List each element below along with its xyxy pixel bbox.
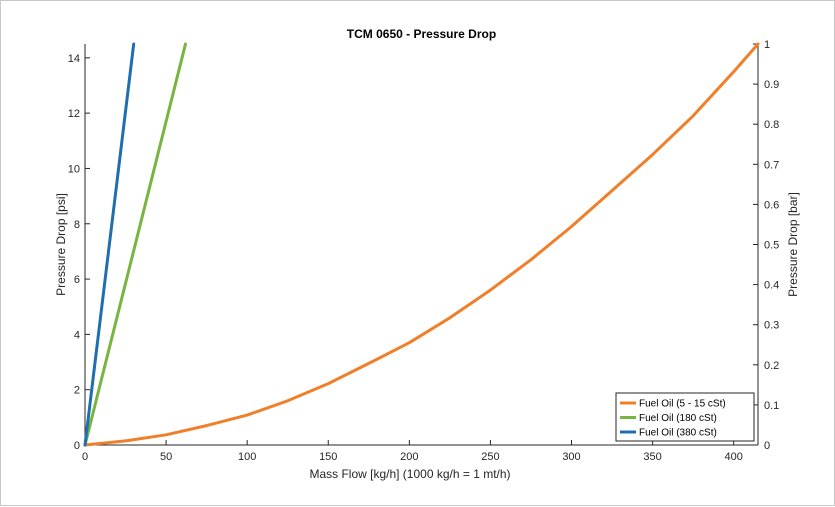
y-tick-label: 10 — [68, 163, 80, 175]
y2-tick-label: 0.9 — [764, 79, 779, 91]
y-tick-label: 6 — [74, 274, 80, 286]
y2-tick-label: 0.8 — [764, 119, 779, 131]
x-tick-label: 350 — [643, 451, 661, 463]
x-tick-label: 100 — [238, 451, 256, 463]
legend-box — [615, 392, 755, 442]
y2-tick-label: 0.5 — [764, 240, 779, 252]
series-line-2 — [83, 42, 187, 447]
y2-axis-label: Pressure Drop [bar] — [786, 192, 800, 297]
x-tick-label: 300 — [562, 451, 580, 463]
x-tick-label: 150 — [319, 451, 337, 463]
chart-title: TCM 0650 - Pressure Drop — [347, 27, 496, 41]
y-tick-label: 4 — [74, 329, 80, 341]
x-tick-label: 200 — [400, 451, 418, 463]
y-axis-label: Pressure Drop [psi] — [54, 193, 68, 296]
y2-tick-label: 0.1 — [764, 400, 779, 412]
legend-entry: Fuel Oil (380 cSt) — [639, 428, 717, 439]
series-line-1 — [83, 42, 760, 447]
legend: Fuel Oil (5 - 15 cSt) Fuel Oil (180 cSt) F… — [615, 392, 755, 442]
series-lines — [83, 42, 760, 447]
y-tick-label: 0 — [74, 440, 80, 452]
y-tick-label: 14 — [68, 53, 80, 65]
y2-tick-label: 0.3 — [764, 320, 779, 332]
x-tick-label: 0 — [82, 451, 88, 463]
y2-tick-label: 0.2 — [764, 360, 779, 372]
y2-tick-label: 0.7 — [764, 159, 779, 171]
y2-tick-label: 0.4 — [764, 280, 779, 292]
axes: 0 50 100 150 200 250 300 350 400 0 2 4 6 8 10 12 14 0 0.1 0… — [68, 39, 780, 463]
legend-entry: Fuel Oil (180 cSt) — [639, 413, 717, 424]
y-tick-label: 2 — [74, 385, 80, 397]
y2-tick-label: 0.6 — [764, 199, 779, 211]
x-tick-label: 250 — [481, 451, 499, 463]
x-axis-label: Mass Flow [kg/h] (1000 kg/h = 1 mt/h) — [309, 467, 510, 481]
y-tick-label: 8 — [74, 219, 80, 231]
y2-tick-label: 1 — [764, 39, 770, 51]
series-line-3 — [83, 42, 136, 447]
y-tick-label: 12 — [68, 108, 80, 120]
legend-entry: Fuel Oil (5 - 15 cSt) — [639, 399, 726, 410]
x-tick-label: 50 — [160, 451, 172, 463]
x-tick-label: 400 — [724, 451, 742, 463]
y2-tick-label: 0 — [764, 440, 770, 452]
